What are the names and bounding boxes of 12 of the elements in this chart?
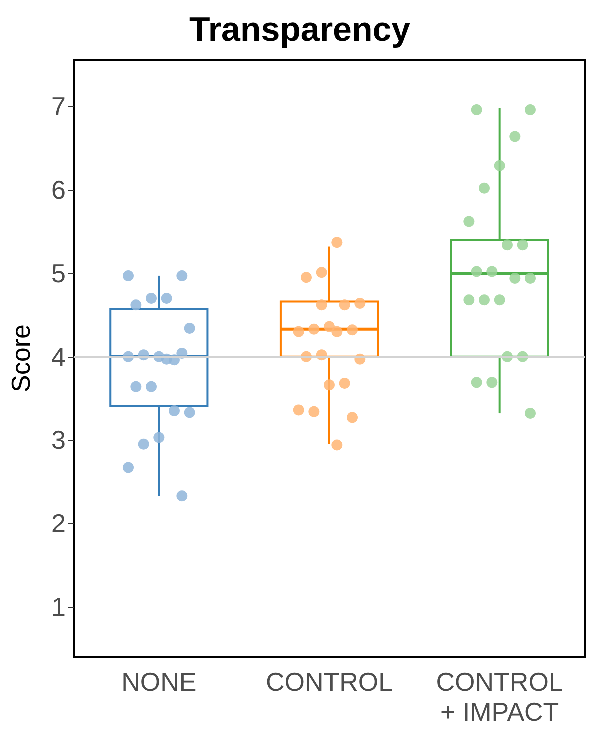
y-tick-label: 2 [52, 508, 66, 539]
y-tick-label: 6 [52, 175, 66, 206]
chart-title: Transparency [189, 11, 411, 49]
x-tick-label: CONTROL [266, 667, 394, 697]
y-tick-label: 3 [52, 425, 66, 456]
x-tick-label: NONE [122, 667, 197, 697]
y-tick-label: 7 [52, 92, 66, 122]
y-tick-label: 5 [52, 258, 66, 288]
x-tick-label: CONTROL + IMPACT [436, 667, 564, 727]
y-tick-label: 1 [52, 592, 66, 622]
y-axis-title: Score [6, 324, 36, 392]
y-tick-label: 4 [52, 342, 66, 372]
